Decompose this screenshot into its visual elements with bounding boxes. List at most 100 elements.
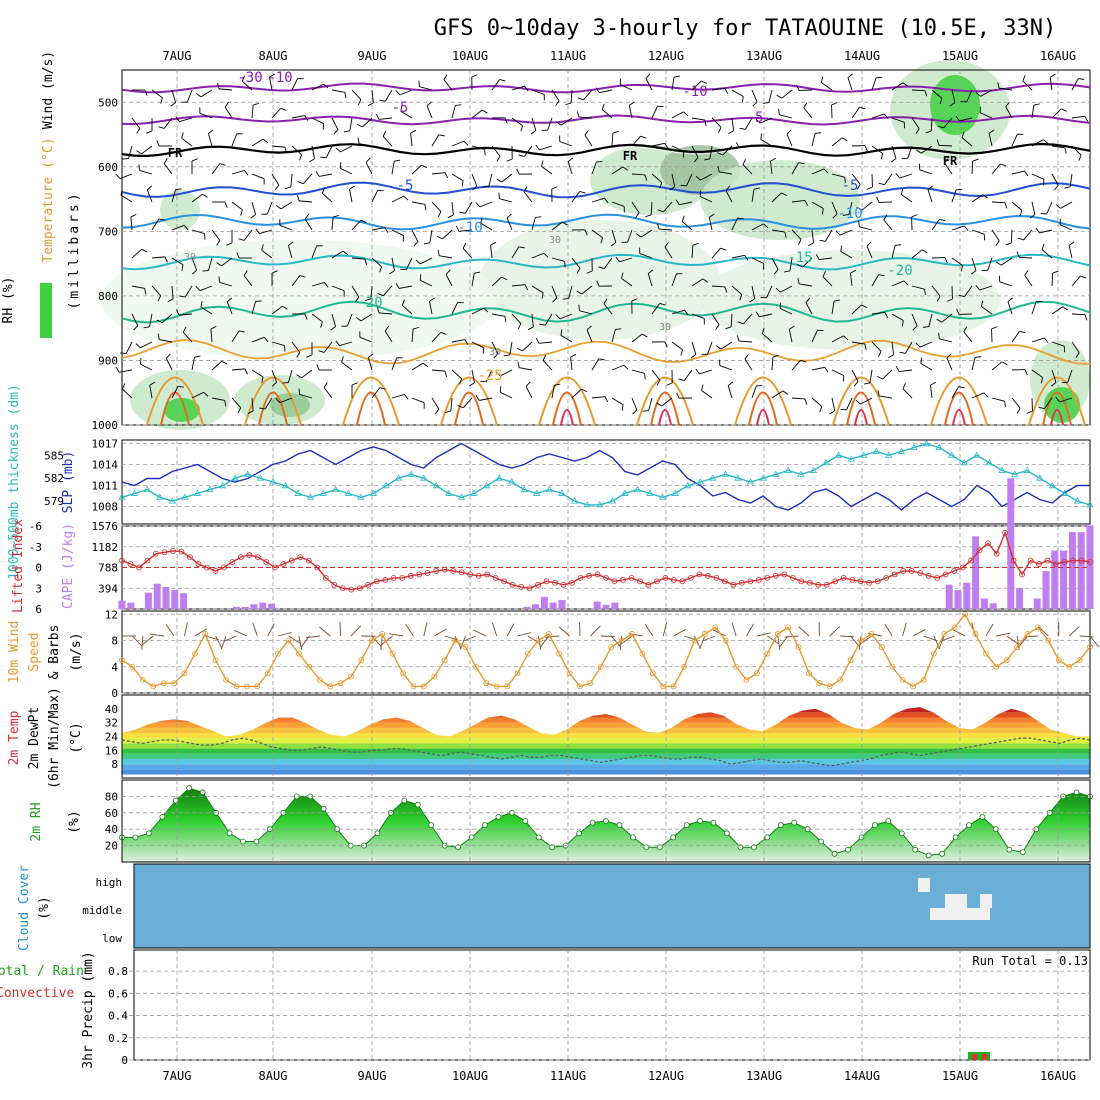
wind-barb [671,173,676,187]
wind-barb-flag [555,100,560,107]
wind-barb-flag [880,153,884,160]
wind-barb-flag [1068,241,1075,246]
wind-barb-flag [216,240,221,246]
thickness-point [621,489,629,496]
wind-barb [215,635,223,649]
wind-barb-flag [937,125,944,129]
wind-barb [410,133,413,147]
wind-barb-flag [676,392,680,399]
wind-barb-flag [1064,147,1067,154]
wind-barb [951,89,956,103]
lifted-index-point [764,574,771,581]
wind-barb [1046,201,1053,215]
wind-barb [709,145,713,159]
lifted-index-point [424,570,431,576]
wind-barb-flag [778,108,780,115]
lifted-index-point [671,577,677,583]
wind-barb [165,358,173,371]
wind-barb [1031,369,1043,378]
wind-barb [1079,635,1094,638]
wind-barb-flag [115,366,120,373]
wind-barb [829,625,841,637]
wind-barb-flag [463,140,469,146]
rh-legend-swatch [40,283,52,338]
wind-barb-flag [1049,73,1056,78]
rh-point [818,838,825,845]
wind-barb [1071,115,1085,119]
wind-barb [902,622,907,637]
wind-barb [231,368,245,371]
temperature-contour [121,145,1091,159]
wind-barb-flag [403,195,409,201]
wind-barb [411,201,425,205]
precip-run-total: Run Total = 0.13 [972,954,1088,968]
thickness-point [1048,482,1056,489]
wind-barb [943,117,953,129]
wind-barb [711,87,725,91]
lifted-index-point [1044,557,1051,564]
wind-barb [584,134,593,147]
wind-barb [252,622,258,637]
lifted-index-point [747,578,754,585]
wind-barb-flag [645,73,651,79]
wind-barb-flag [972,158,979,162]
wind-barb [651,303,661,315]
wind-barb [1041,249,1053,259]
lifted-index-point [153,550,159,557]
lifted-index-point [823,581,830,588]
thickness-point [520,485,528,493]
wind-barb [912,629,926,637]
wind-barb-flag [1038,406,1045,410]
rh-point [401,797,408,804]
wind-barb-flag [464,339,469,345]
wind-barb-flag [440,331,447,335]
wind-barb [999,281,1013,287]
rh-point [535,834,542,841]
wind-barb-flag [603,298,608,304]
wind-barb [1011,170,1025,175]
wind-barb-flag [237,407,242,414]
top-date-label: 8AUG [259,49,288,63]
wind-barb-flag [717,166,720,173]
wind-barb [451,302,459,315]
y-tick-label: 500 [98,96,118,109]
wind-barb [743,313,753,325]
panel-frame [133,949,1091,1061]
wind-barb [191,357,195,371]
wind-barb [964,285,973,297]
wind-barb [380,635,383,650]
contour-label: -10 [267,70,292,86]
lifted-index-point [976,547,983,554]
wind-barb [590,625,601,637]
wind-barb-flag [144,89,148,96]
wind-barb-flag [282,305,288,310]
lifted-index-point [144,557,151,564]
wind-barb [821,82,833,91]
y-tick-label: 16 [105,744,118,757]
wind-barb [271,369,278,383]
lifted-index-point [679,578,686,585]
wind-barb-flag [615,256,620,263]
rh-shade [100,240,500,360]
wind-barb [963,331,973,343]
wind-barb-flag [434,408,440,415]
temp-band [122,717,1090,723]
lifted-index-point [518,583,524,590]
wind-barb [231,169,245,175]
wind-barb [811,133,816,147]
rh-point [966,822,972,828]
wind-barb-flag [709,213,715,218]
wind-barb-flag [1078,155,1082,161]
wind-speed-point [629,631,635,637]
wind-barb [971,229,985,235]
heating-contour [944,391,974,426]
wind-barb [691,117,705,121]
cape-bar [1086,525,1094,609]
wind-speed-point [649,670,656,677]
lifted-index-point [569,579,575,586]
wind-barb [952,629,966,637]
freezing-level-label: FR [168,146,183,160]
wind-barb [511,284,525,287]
wind-speed-point [681,663,687,670]
rh-point [952,834,959,841]
